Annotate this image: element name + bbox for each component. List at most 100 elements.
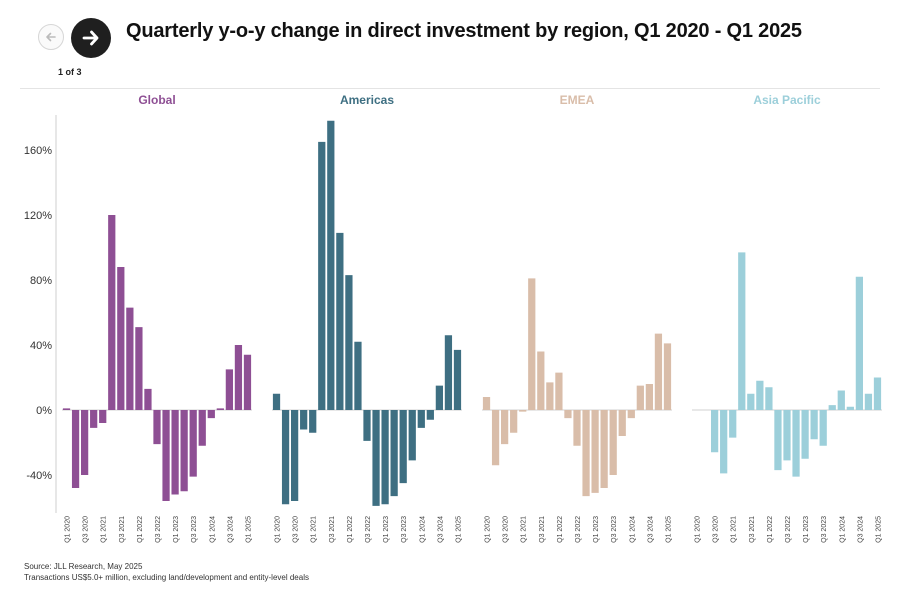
panel-title: Asia Pacific — [753, 93, 821, 107]
bar — [207, 410, 215, 419]
y-tick-label: 80% — [30, 275, 52, 287]
bar — [117, 267, 125, 410]
arrow-right-icon — [82, 30, 99, 46]
bar — [555, 372, 563, 411]
bar — [564, 410, 572, 419]
x-tick-label: Q1 2025 — [875, 516, 882, 543]
x-tick-label: Q3 2024 — [857, 516, 864, 543]
bar — [855, 276, 863, 410]
bar — [198, 410, 206, 446]
bar — [491, 410, 500, 466]
arrow-left-icon — [46, 32, 56, 42]
x-tick-label: Q3 2021 — [329, 516, 336, 543]
panel-title: EMEA — [560, 93, 595, 107]
bar — [873, 377, 882, 410]
bar — [756, 380, 764, 410]
bar — [71, 410, 80, 488]
x-tick-label: Q1 2023 — [173, 516, 180, 543]
chart-title: Quarterly y-o-y change in direct investm… — [126, 20, 802, 42]
bar — [354, 341, 362, 410]
bar — [519, 410, 527, 412]
x-tick-label: Q3 2021 — [749, 516, 756, 543]
bar — [99, 410, 107, 423]
source-note: Source: JLL Research, May 2025 Transacti… — [24, 561, 309, 583]
bar — [171, 410, 179, 495]
x-tick-label: Q3 2020 — [713, 516, 720, 543]
x-tick-label: Q1 2023 — [803, 516, 810, 543]
bar — [600, 410, 608, 488]
slide-counter: 1 of 3 — [58, 67, 82, 77]
y-tick-label: 0% — [36, 405, 52, 417]
bar — [738, 252, 746, 411]
bar — [381, 410, 389, 505]
bar — [372, 410, 380, 506]
x-tick-label: Q1 2025 — [245, 516, 252, 543]
x-tick-label: Q3 2023 — [821, 516, 828, 543]
next-button[interactable] — [71, 18, 111, 58]
x-tick-label: Q1 2022 — [767, 516, 774, 543]
x-tick-label: Q1 2023 — [593, 516, 600, 543]
x-tick-label: Q3 2023 — [611, 516, 618, 543]
bar — [390, 410, 398, 497]
bar — [272, 393, 281, 410]
bar — [309, 410, 317, 433]
bar — [180, 410, 188, 492]
x-tick-label: Q1 2025 — [665, 516, 672, 543]
bar — [336, 232, 344, 411]
bar — [291, 410, 299, 501]
bar — [189, 410, 197, 477]
bar — [482, 397, 491, 410]
x-tick-label: Q3 2022 — [155, 516, 162, 543]
x-tick-label: Q1 2021 — [311, 516, 318, 543]
divider — [20, 88, 880, 89]
bar — [153, 410, 161, 445]
bar — [828, 405, 836, 411]
bar — [864, 393, 873, 410]
bar — [729, 410, 737, 438]
bar — [345, 275, 353, 411]
bar — [327, 120, 335, 410]
bar — [636, 385, 644, 411]
x-tick-label: Q1 2021 — [731, 516, 738, 543]
x-tick-label: Q1 2022 — [137, 516, 144, 543]
bar — [810, 410, 818, 440]
x-tick-label: Q1 2021 — [521, 516, 528, 543]
bar — [399, 410, 407, 484]
x-tick-label: Q3 2024 — [437, 516, 444, 543]
bar — [243, 354, 252, 410]
bar — [408, 410, 416, 461]
y-tick-label: -40% — [26, 470, 52, 482]
source-text: Source: JLL Research, May 2025 — [24, 562, 143, 571]
x-tick-label: Q3 2020 — [293, 516, 300, 543]
bar — [135, 327, 143, 411]
bar — [618, 410, 626, 436]
bar — [225, 369, 233, 411]
bar — [792, 410, 800, 477]
x-tick-label: Q1 2020 — [275, 516, 282, 543]
x-tick-label: Q3 2023 — [191, 516, 198, 543]
x-tick-label: Q1 2020 — [485, 516, 492, 543]
bar — [654, 333, 663, 411]
bar — [537, 351, 545, 410]
x-tick-label: Q3 2024 — [227, 516, 234, 543]
x-tick-label: Q3 2022 — [785, 516, 792, 543]
x-tick-label: Q1 2022 — [557, 516, 564, 543]
bar — [663, 343, 672, 411]
bar — [627, 410, 635, 419]
previous-button[interactable] — [38, 24, 64, 50]
footnote-text: Transactions US$5.0+ million, excluding … — [24, 573, 309, 582]
x-tick-label: Q1 2020 — [695, 516, 702, 543]
bar — [126, 307, 134, 411]
bar — [546, 382, 554, 411]
bar — [819, 410, 827, 446]
bar — [609, 410, 617, 475]
bar — [90, 410, 98, 428]
bar — [108, 215, 116, 410]
bar — [444, 335, 453, 410]
bar — [720, 410, 728, 474]
x-tick-label: Q3 2021 — [119, 516, 126, 543]
bar — [711, 410, 719, 453]
bar — [573, 410, 581, 446]
x-tick-label: Q1 2024 — [419, 516, 426, 543]
